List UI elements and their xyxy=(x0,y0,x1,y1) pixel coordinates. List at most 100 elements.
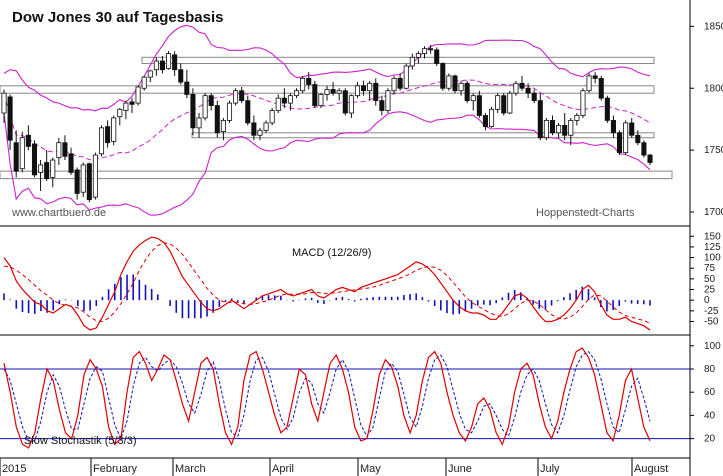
candle-body xyxy=(513,82,519,94)
candle-body xyxy=(610,120,616,134)
macd-y-tick-label: 125 xyxy=(704,242,721,253)
candle-body xyxy=(476,95,482,116)
macd-y-tick-label: 0 xyxy=(704,295,710,306)
candle-body xyxy=(549,120,556,134)
candle-body xyxy=(580,90,586,116)
candle-body xyxy=(129,101,135,105)
candle-body xyxy=(623,122,629,154)
candle-body xyxy=(226,102,233,121)
stoch-k-line xyxy=(3,347,651,449)
sr-zone xyxy=(191,132,655,139)
price-y-tick-label: 18500 xyxy=(704,21,723,32)
panel-frames xyxy=(0,0,691,476)
stoch-y-tick-label: 40 xyxy=(704,410,716,421)
candle-body xyxy=(592,75,598,79)
bollinger-upper-line xyxy=(3,24,651,112)
candle-body xyxy=(275,97,281,111)
candle-body xyxy=(159,60,165,71)
stochastic-panel-title: Slow Stochastik (5/3/3) xyxy=(24,435,137,447)
candle-body xyxy=(586,75,592,92)
candle-body xyxy=(44,162,50,179)
candle-body xyxy=(574,115,580,121)
candle-body xyxy=(495,95,501,110)
candle-body xyxy=(263,122,269,131)
candle-body xyxy=(318,94,324,106)
candle-body xyxy=(184,81,190,95)
candle-body xyxy=(178,69,184,83)
candle-body xyxy=(208,95,214,106)
moving-average-line xyxy=(3,79,651,161)
candle-body xyxy=(324,89,330,95)
candle-body xyxy=(635,134,641,144)
candle-body xyxy=(123,102,129,111)
candle-body xyxy=(300,77,306,92)
candle-body xyxy=(440,63,446,89)
stoch-y-tick-label: 60 xyxy=(704,387,716,398)
x-tick-labels: 2015 February March April May June July August xyxy=(2,463,668,475)
stoch-y-tick-label: 20 xyxy=(704,434,716,445)
candle-body xyxy=(616,132,623,154)
candle-body xyxy=(141,76,147,89)
candle-body xyxy=(25,134,31,147)
candle-body xyxy=(409,56,415,67)
watermark-hoppenstedt: Hoppenstedt-Charts xyxy=(536,207,635,219)
candle-body xyxy=(202,95,208,119)
candle-body xyxy=(1,92,7,114)
candle-body xyxy=(281,97,287,104)
candle-body xyxy=(306,77,312,85)
watermark-chartbuero: www.chartbuero.de xyxy=(11,207,106,219)
macd-y-tick-label: 50 xyxy=(704,274,716,285)
stoch-y-tick-label: 100 xyxy=(704,341,721,352)
candle-body xyxy=(482,115,488,128)
sr-zone xyxy=(0,170,673,180)
candle-body xyxy=(111,117,117,142)
candle-body xyxy=(519,82,525,89)
candle-body xyxy=(220,120,226,132)
price-y-tick-label: 17000 xyxy=(704,207,723,218)
macd-y-tick-label: 100 xyxy=(704,253,721,264)
candle-body xyxy=(38,164,44,173)
candle-body xyxy=(385,90,391,111)
candle-body xyxy=(330,89,336,94)
candle-body xyxy=(98,127,105,155)
candle-body xyxy=(537,100,543,139)
candle-body xyxy=(598,77,604,99)
candle-body xyxy=(641,142,647,156)
macd-signal-line xyxy=(3,242,651,324)
candle-body xyxy=(233,90,239,104)
candle-body xyxy=(379,100,385,111)
candle-body xyxy=(531,92,537,102)
candle-body xyxy=(86,163,92,201)
candle-body xyxy=(562,124,568,136)
candle-body xyxy=(354,85,361,97)
candle-body xyxy=(74,169,80,194)
candle-body xyxy=(62,142,68,157)
macd-panel-title: MACD (12/26/9) xyxy=(292,247,371,259)
candle-body xyxy=(166,53,172,69)
candle-body xyxy=(31,143,38,176)
candlestick-series xyxy=(1,44,653,203)
candle-body xyxy=(421,48,428,55)
month-label: June xyxy=(448,463,472,475)
candle-body xyxy=(19,137,25,170)
candle-body xyxy=(452,75,458,92)
macd-y-tick-label: -25 xyxy=(704,306,719,317)
candle-body xyxy=(507,92,513,114)
candle-body xyxy=(568,120,574,136)
month-label: July xyxy=(540,463,560,475)
candle-body xyxy=(196,117,202,129)
price-y-tick-label: 17500 xyxy=(704,145,723,156)
candle-body xyxy=(50,159,56,178)
macd-series xyxy=(3,236,651,331)
candle-body xyxy=(428,48,434,51)
candle-body xyxy=(391,77,397,92)
candle-body xyxy=(269,110,275,124)
candle-body xyxy=(361,85,367,92)
month-label: 2015 xyxy=(2,463,26,475)
candle-body xyxy=(373,82,379,102)
candle-body xyxy=(153,60,159,71)
candle-body xyxy=(56,142,62,158)
candle-body xyxy=(190,94,196,129)
candle-body xyxy=(470,95,476,102)
